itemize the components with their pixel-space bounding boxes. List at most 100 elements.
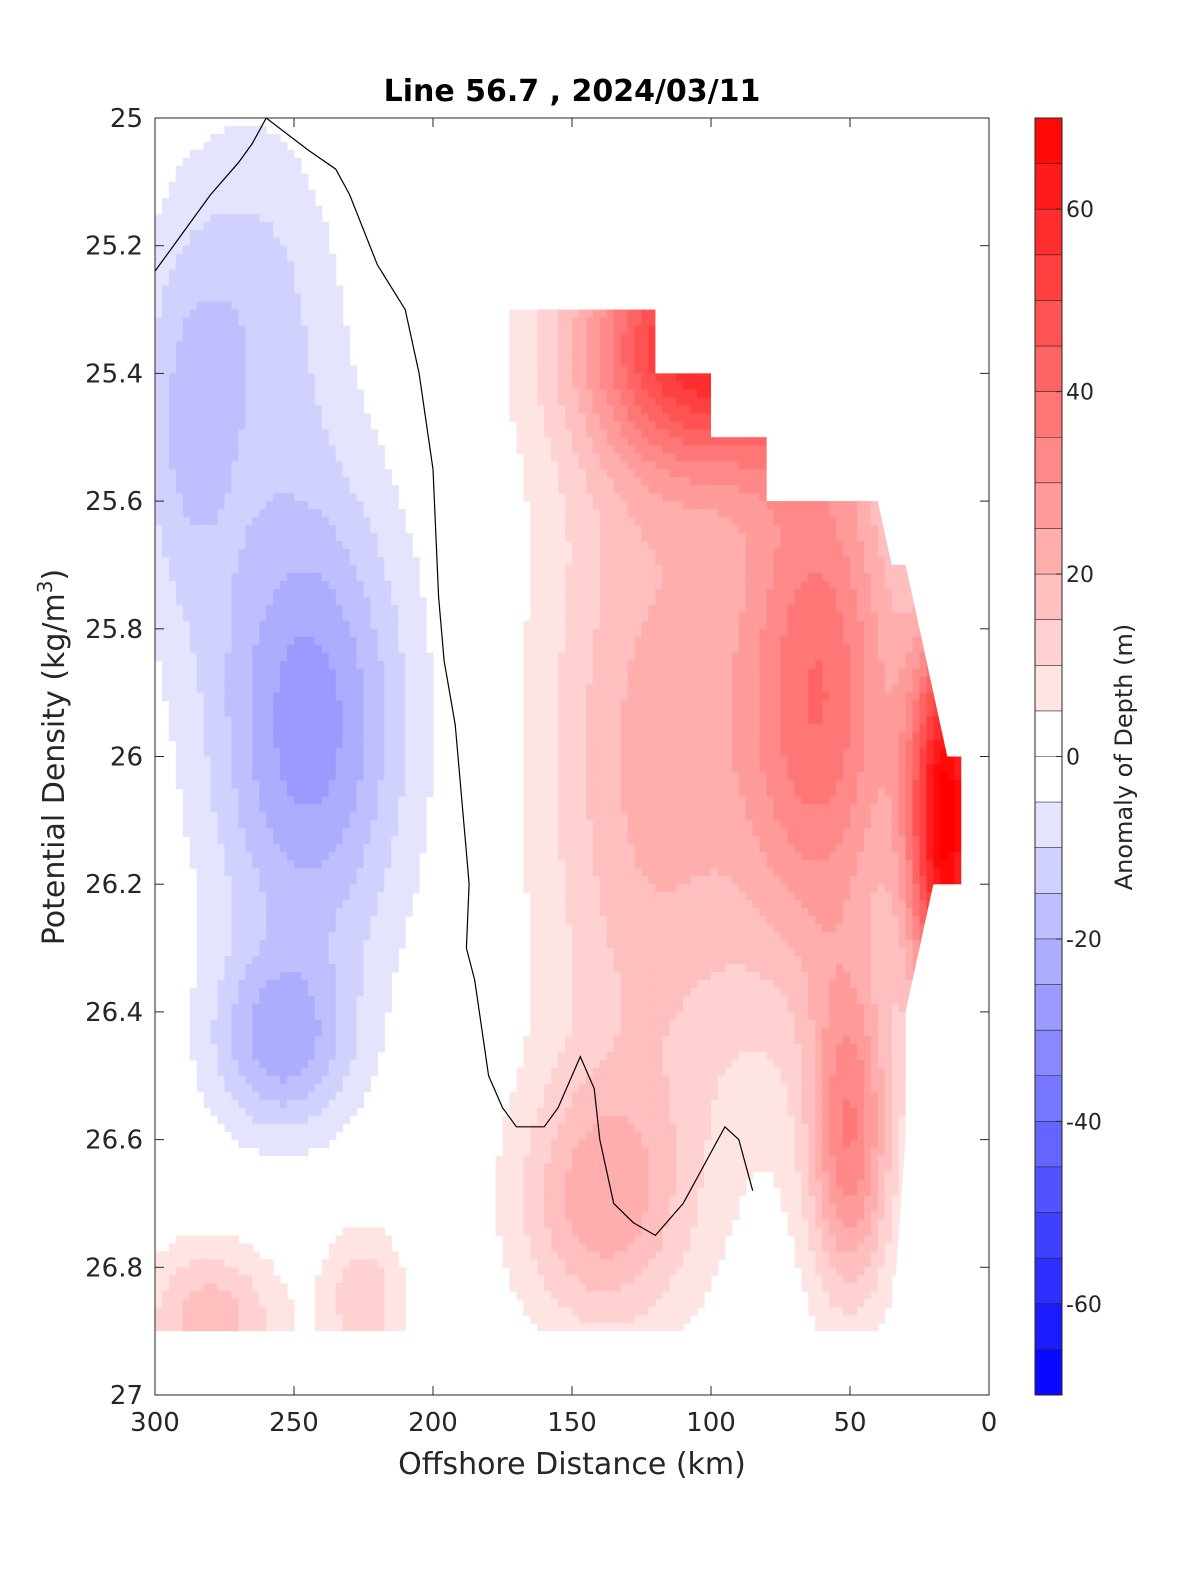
anomaly-cell — [280, 349, 288, 359]
anomaly-cell — [877, 533, 886, 542]
anomaly-cell — [328, 333, 337, 343]
anomaly-cell — [245, 564, 253, 574]
anomaly-cell — [641, 548, 650, 558]
anomaly-cell — [599, 397, 608, 406]
anomaly-cell — [203, 381, 212, 390]
anomaly-cell — [530, 349, 538, 359]
anomaly-cell — [321, 525, 330, 534]
anomaly-cell — [287, 453, 295, 462]
anomaly-cell — [280, 564, 288, 574]
anomaly-cell — [592, 325, 601, 335]
anomaly-cell — [766, 548, 775, 558]
anomaly-cell — [808, 548, 816, 558]
anomaly-cell — [829, 509, 837, 518]
anomaly-cell — [259, 301, 267, 311]
anomaly-cell — [711, 453, 719, 462]
anomaly-cell — [175, 325, 184, 335]
anomaly-cell — [175, 269, 184, 279]
anomaly-cell — [196, 325, 205, 335]
anomaly-cell — [544, 501, 552, 510]
anomaly-cell — [349, 493, 358, 502]
anomaly-cell — [252, 517, 260, 526]
anomaly-cell — [245, 357, 253, 367]
anomaly-cell — [238, 413, 246, 422]
anomaly-cell — [870, 564, 879, 574]
anomaly-cell — [231, 357, 239, 367]
anomaly-cell — [370, 501, 378, 510]
anomaly-cell — [780, 548, 789, 558]
anomaly-cell — [363, 501, 372, 510]
anomaly-cell — [697, 533, 705, 542]
anomaly-cell — [745, 580, 754, 590]
anomaly-cell — [203, 301, 212, 311]
anomaly-cell — [363, 588, 372, 598]
anomaly-cell — [273, 413, 281, 422]
anomaly-cell — [217, 501, 226, 510]
anomaly-cell — [697, 397, 705, 406]
anomaly-cell — [189, 205, 198, 215]
anomaly-cell — [210, 588, 219, 598]
anomaly-cell — [203, 173, 212, 183]
anomaly-cell — [391, 541, 399, 550]
anomaly-cell — [606, 365, 615, 374]
anomaly-cell — [572, 373, 580, 382]
anomaly-cell — [252, 245, 260, 255]
anomaly-cell — [662, 469, 670, 478]
anomaly-cell — [745, 493, 754, 502]
anomaly-cell — [717, 461, 726, 470]
anomaly-cell — [669, 501, 677, 510]
anomaly-cell — [356, 477, 365, 486]
anomaly-cell — [787, 596, 795, 606]
anomaly-cell — [627, 397, 636, 406]
anomaly-cell — [287, 509, 295, 518]
anomaly-cell — [412, 580, 420, 590]
anomaly-cell — [314, 477, 323, 486]
anomaly-cell — [592, 564, 601, 574]
anomaly-cell — [252, 165, 260, 175]
anomaly-cell — [648, 405, 656, 414]
anomaly-cell — [175, 373, 184, 382]
anomaly-cell — [690, 469, 698, 478]
anomaly-cell — [252, 477, 260, 486]
anomaly-cell — [551, 525, 559, 534]
anomaly-cell — [161, 301, 170, 311]
anomaly-cell — [231, 181, 239, 191]
anomaly-cell — [773, 556, 782, 566]
anomaly-cell — [592, 365, 601, 374]
anomaly-cell — [356, 509, 365, 518]
anomaly-cell — [683, 389, 691, 398]
anomaly-cell — [273, 293, 281, 303]
anomaly-cell — [349, 588, 358, 598]
anomaly-cell — [294, 548, 302, 558]
anomaly-cell — [175, 548, 184, 558]
anomaly-cell — [224, 213, 233, 223]
anomaly-cell — [266, 373, 274, 382]
anomaly-cell — [850, 556, 858, 566]
anomaly-cell — [530, 421, 538, 430]
anomaly-cell — [884, 548, 893, 558]
anomaly-cell — [856, 541, 865, 550]
anomaly-cell — [558, 596, 566, 606]
anomaly-cell — [168, 373, 177, 382]
anomaly-cell — [155, 349, 163, 359]
anomaly-cell — [780, 588, 789, 598]
anomaly-cell — [530, 365, 538, 374]
anomaly-cell — [203, 421, 212, 430]
anomaly-cell — [155, 477, 163, 486]
anomaly-cell — [592, 501, 601, 510]
anomaly-cell — [627, 405, 636, 414]
anomaly-cell — [676, 509, 684, 518]
anomaly-cell — [551, 317, 559, 327]
anomaly-cell — [238, 389, 246, 398]
anomaly-cell — [655, 533, 663, 542]
anomaly-cell — [599, 572, 608, 582]
anomaly-cell — [544, 453, 552, 462]
anomaly-cell — [627, 469, 636, 478]
anomaly-cell — [905, 588, 914, 598]
anomaly-cell — [627, 580, 636, 590]
anomaly-cell — [210, 141, 219, 151]
anomaly-cell — [210, 309, 219, 319]
anomaly-cell — [808, 541, 816, 550]
anomaly-cell — [669, 517, 677, 526]
anomaly-cell — [182, 309, 191, 319]
